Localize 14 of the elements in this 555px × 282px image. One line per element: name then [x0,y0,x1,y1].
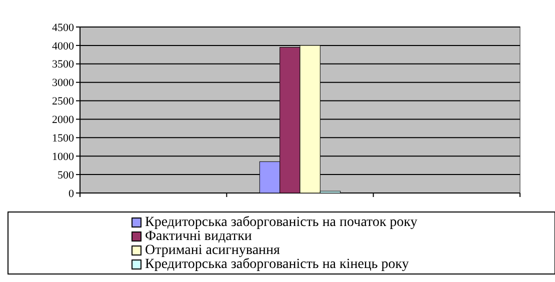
legend-label: Кредиторська заборгованість на кінець року [145,257,409,272]
y-tick-label: 2500 [52,96,74,108]
y-tick-label: 1500 [52,132,74,145]
y-tick-label: 500 [58,169,74,182]
y-tick-label: 4500 [52,22,74,34]
legend-label: Фактичні видатки [145,229,252,244]
y-tick-label: 3500 [52,58,74,71]
y-tick-label: 0 [68,188,74,200]
y-tick-label: 1000 [52,150,74,163]
y-tick-label: 2000 [52,114,74,126]
legend-label: Отримані асигнування [145,243,281,258]
y-tick-label: 4000 [52,40,74,52]
legend-label: Кредиторська заборгованість на початок року [145,215,418,230]
y-tick-label: 3000 [52,77,74,90]
